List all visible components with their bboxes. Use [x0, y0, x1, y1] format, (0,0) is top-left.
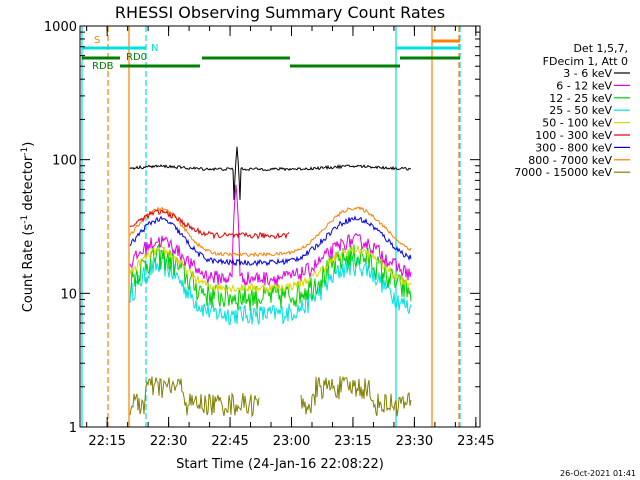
marker-label-rd0: RD0 [126, 52, 147, 63]
axes [79, 25, 481, 428]
legend-entry-label: 50 - 100 keV [542, 117, 612, 130]
series-line-7 [129, 215, 412, 267]
legend-header-line-2: FDecim 1, Att 0 [543, 55, 628, 68]
marker-label-s: S [94, 35, 100, 46]
legend-entry-label: 300 - 800 keV [535, 141, 612, 154]
y-tick-label: 10 [60, 287, 77, 302]
x-tick-label: 23:45 [457, 434, 494, 449]
legend-entry-label: 800 - 7000 keV [528, 154, 612, 167]
series-lines [129, 146, 412, 418]
legend-entry-label: 7000 - 15000 keV [514, 166, 612, 179]
series-line-1 [129, 146, 412, 200]
x-tick-label: 23:15 [334, 434, 371, 449]
y-tick-label: 1000 [44, 20, 77, 35]
y-axis-label: Count Rate (s-1 detector-1) [20, 142, 36, 313]
y-axis-label-part2: detector [21, 155, 36, 215]
y-axis-label-part1: Count Rate (s [21, 224, 36, 313]
y-tick-label: 1 [69, 421, 77, 436]
x-tick-label: 22:30 [150, 434, 187, 449]
x-tick-label: 23:00 [273, 434, 310, 449]
legend-entry-label: 12 - 25 keV [549, 92, 612, 105]
legend-entry-label: 3 - 6 keV [563, 67, 612, 80]
y-axis-ticks: 1 10 100 1000 [44, 20, 480, 436]
legend-entry-label: 25 - 50 keV [549, 104, 612, 117]
y-tick-label: 100 [52, 154, 77, 169]
y-axis-label-sup1: -1 [20, 215, 30, 224]
y-axis-label-part3: ) [21, 142, 36, 147]
chart-title: RHESSI Observing Summary Count Rates [115, 3, 445, 22]
x-axis-label: Start Time (24-Jan-16 22:08:22) [176, 457, 384, 472]
series-line-3 [129, 243, 412, 311]
legend-entry-label: 100 - 300 keV [535, 129, 612, 142]
plot-frame [79, 25, 481, 428]
marker-label-n: N [151, 43, 158, 54]
series-line-5 [129, 244, 412, 294]
y-axis-label-sup2: -1 [20, 147, 30, 156]
x-tick-label: 22:15 [88, 434, 125, 449]
legend-entry-label: 6 - 12 keV [556, 79, 612, 92]
series-line-2 [129, 184, 412, 286]
x-axis-ticks: 22:15 22:30 22:45 23:00 23:15 23:30 23:45 [86, 26, 495, 449]
series-line-9 [129, 375, 412, 418]
generation-timestamp: 26-Oct-2021 01:41 [560, 469, 636, 478]
x-tick-label: 23:30 [396, 434, 433, 449]
marker-label-rdb: RDB [92, 61, 114, 72]
series-line-4 [129, 255, 412, 326]
instrument-markers: S N RD0 RDB [81, 26, 461, 427]
x-tick-label: 22:45 [211, 434, 248, 449]
legend-header-line-1: Det 1,5,7, [573, 42, 628, 55]
